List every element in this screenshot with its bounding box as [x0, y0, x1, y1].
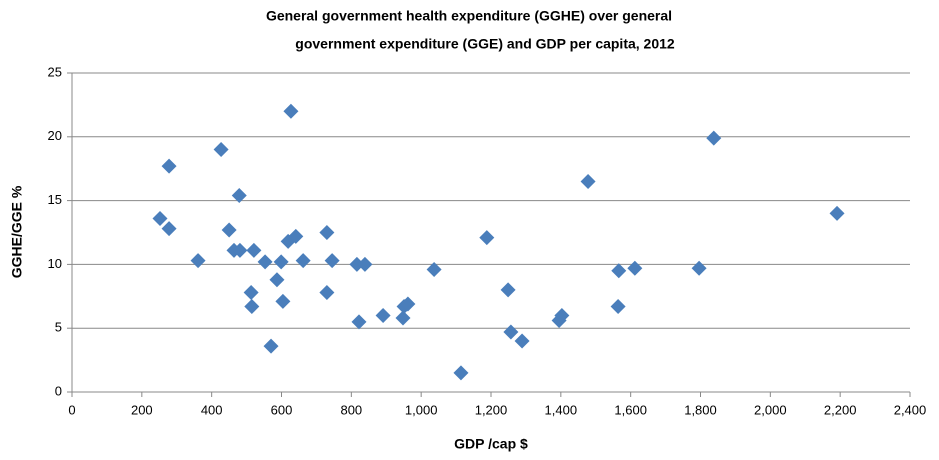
- point: [257, 254, 273, 270]
- point: [263, 338, 279, 354]
- x-tick-label: 1,800: [684, 402, 717, 417]
- point: [479, 230, 495, 246]
- point: [514, 333, 530, 349]
- y-tick-label: 5: [55, 320, 62, 335]
- chart-title-line: government expenditure (GGE) and GDP per…: [295, 36, 675, 52]
- x-tick-label: 0: [68, 402, 75, 417]
- point: [269, 272, 285, 288]
- x-tick-label: 2,000: [754, 402, 787, 417]
- chart-title-line: General government health expenditure (G…: [266, 8, 672, 24]
- point: [500, 282, 516, 298]
- point: [244, 299, 260, 315]
- point: [400, 296, 416, 312]
- y-tick-label: 25: [48, 64, 62, 79]
- point: [232, 242, 248, 258]
- point: [190, 253, 206, 269]
- y-tick-label: 0: [55, 383, 62, 398]
- x-tick-label: 1,400: [545, 402, 578, 417]
- x-tick-label: 2,200: [824, 402, 857, 417]
- point: [152, 210, 168, 226]
- point: [161, 221, 177, 237]
- x-tick-label: 1,200: [475, 402, 508, 417]
- y-axis-label: GGHE/GGE %: [9, 185, 25, 278]
- x-axis-label: GDP /cap $: [454, 436, 528, 452]
- point: [375, 307, 391, 323]
- point: [351, 314, 367, 330]
- point: [426, 262, 442, 278]
- point: [554, 307, 570, 323]
- y-tick-label: 20: [48, 128, 62, 143]
- point: [161, 158, 177, 174]
- point: [283, 103, 299, 119]
- point: [395, 310, 411, 326]
- point: [627, 260, 643, 276]
- x-tick-label: 2,400: [894, 402, 927, 417]
- point: [213, 142, 229, 158]
- point: [275, 293, 291, 309]
- point: [273, 254, 289, 270]
- point: [580, 173, 596, 189]
- x-tick-label: 1,000: [405, 402, 438, 417]
- point: [691, 260, 707, 276]
- point: [319, 284, 335, 300]
- x-tick-label: 400: [201, 402, 223, 417]
- y-tick-label: 15: [48, 192, 62, 207]
- point: [357, 256, 373, 272]
- x-tick-label: 600: [271, 402, 293, 417]
- point: [324, 253, 340, 269]
- point: [503, 324, 519, 340]
- point: [610, 299, 626, 315]
- x-tick-label: 800: [340, 402, 362, 417]
- y-tick-label: 10: [48, 256, 62, 271]
- point: [221, 222, 237, 238]
- point: [706, 130, 722, 146]
- point: [349, 256, 365, 272]
- x-tick-label: 200: [131, 402, 153, 417]
- point: [246, 242, 262, 258]
- x-tick-label: 1,600: [614, 402, 647, 417]
- point: [611, 263, 627, 279]
- point: [231, 187, 247, 203]
- point: [453, 365, 469, 381]
- point: [829, 205, 845, 221]
- point: [288, 228, 304, 244]
- point: [243, 284, 259, 300]
- point: [295, 253, 311, 269]
- point: [319, 225, 335, 240]
